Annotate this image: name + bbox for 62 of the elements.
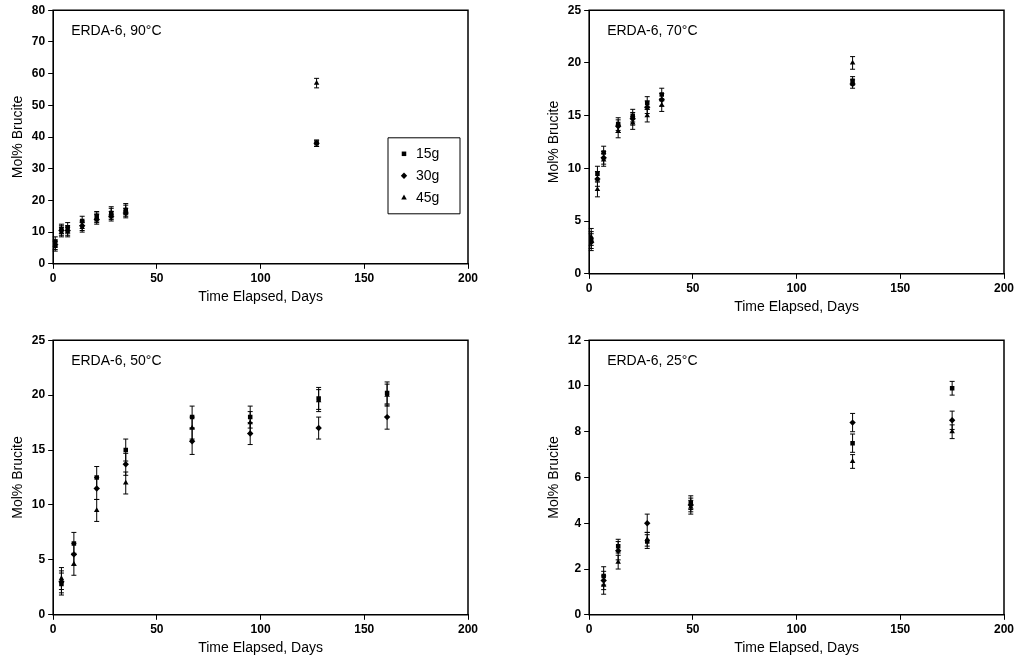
- y-tick-label: 15: [31, 442, 46, 457]
- x-tick-label: 200: [457, 271, 479, 286]
- y-axis-title: Mol% Brucite: [545, 100, 562, 184]
- y-tick-label: 80: [31, 2, 46, 17]
- x-tick-label: 200: [457, 622, 479, 637]
- x-axis-title: Time Elapsed, Days: [734, 298, 859, 315]
- x-tick-label: 0: [49, 271, 57, 286]
- y-tick-label: 50: [31, 97, 46, 112]
- x-tick-label: 150: [890, 281, 911, 296]
- y-axis-title: Mol% Brucite: [9, 436, 26, 519]
- x-tick-label: 200: [993, 622, 1015, 637]
- y-tick-label: 70: [31, 34, 46, 49]
- x-tick-label: 100: [786, 281, 807, 296]
- x-tick-label: 50: [686, 622, 700, 637]
- x-tick-label: 150: [354, 622, 375, 637]
- y-tick-label: 30: [31, 161, 46, 176]
- text: ERDA-6, 90°C: [71, 22, 162, 39]
- legend-label: 15g: [416, 144, 440, 161]
- y-tick-label: 0: [574, 607, 582, 622]
- y-tick-label: 6: [574, 469, 582, 484]
- y-tick-label: 0: [38, 256, 46, 271]
- y-tick-label: 25: [31, 332, 46, 347]
- y-tick-label: 40: [31, 129, 46, 144]
- x-tick-label: 100: [250, 622, 271, 637]
- x-tick-label: 50: [686, 281, 700, 296]
- y-tick-label: 20: [31, 192, 46, 207]
- text: ERDA-6, 70°C: [607, 22, 698, 39]
- y-tick-label: 4: [574, 515, 582, 530]
- y-axis-title: Mol% Brucite: [545, 436, 562, 519]
- y-tick-label: 10: [567, 378, 582, 393]
- y-tick-label: 8: [574, 424, 582, 439]
- y-tick-label: 15: [567, 107, 582, 122]
- x-axis-title: Time Elapsed, Days: [198, 288, 323, 305]
- y-tick-label: 12: [567, 332, 582, 347]
- x-tick-label: 50: [150, 271, 164, 286]
- y-tick-label: 60: [31, 65, 46, 80]
- y-tick-label: 0: [38, 607, 46, 622]
- x-tick-label: 50: [150, 622, 164, 637]
- text: ERDA-6, 50°C: [71, 352, 162, 369]
- x-tick-label: 150: [354, 271, 375, 286]
- y-tick-label: 25: [567, 2, 582, 17]
- x-tick-label: 150: [890, 622, 911, 637]
- x-tick-label: 0: [585, 281, 593, 296]
- x-axis-title: Time Elapsed, Days: [734, 639, 859, 656]
- y-tick-label: 2: [574, 561, 582, 576]
- y-tick-label: 10: [31, 224, 46, 239]
- y-tick-label: 10: [31, 497, 46, 512]
- text: ERDA-6, 25°C: [607, 352, 698, 369]
- x-tick-label: 100: [250, 271, 271, 286]
- y-tick-label: 5: [38, 552, 46, 567]
- legend-label: 30g: [416, 166, 440, 183]
- legend-label: 45g: [416, 188, 440, 205]
- x-tick-label: 100: [786, 622, 807, 637]
- x-tick-label: 0: [585, 622, 593, 637]
- y-tick-label: 5: [574, 213, 582, 228]
- y-tick-label: 10: [567, 160, 582, 175]
- y-tick-label: 20: [31, 387, 46, 402]
- x-tick-label: 0: [49, 622, 57, 637]
- y-axis-title: Mol% Brucite: [9, 95, 26, 179]
- x-axis-title: Time Elapsed, Days: [198, 639, 323, 656]
- x-tick-label: 200: [993, 281, 1015, 296]
- y-tick-label: 20: [567, 55, 582, 70]
